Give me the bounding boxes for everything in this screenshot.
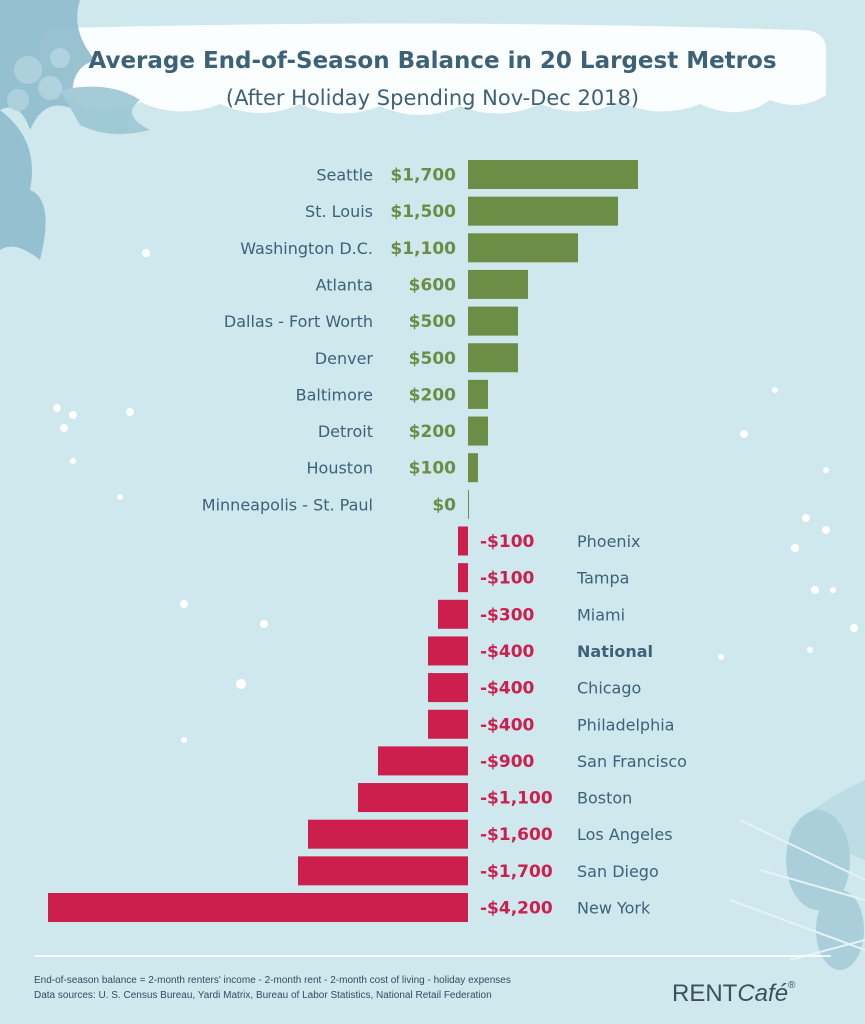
value-label-atlanta: $600 [409, 275, 456, 295]
snow-cap-shape [40, 23, 826, 116]
category-label-boston: Boston [577, 789, 632, 808]
category-label-st-louis: St. Louis [305, 202, 373, 221]
snowflakes [53, 249, 858, 743]
value-label-philadelphia: -$400 [480, 715, 535, 735]
category-label-miami: Miami [577, 605, 625, 624]
category-label-san-francisco: San Francisco [577, 752, 687, 771]
value-label-los-angeles: -$1,600 [480, 825, 553, 845]
bar-miami [438, 599, 468, 629]
bar-minneapolis-st-paul [468, 489, 469, 519]
bar-tampa [458, 563, 468, 593]
value-label-san-diego: -$1,700 [480, 862, 553, 882]
category-label-tampa: Tampa [576, 569, 629, 588]
chart-title: Average End-of-Season Balance in 20 Larg… [88, 48, 777, 74]
bar-seattle [468, 160, 638, 189]
category-label-national: National [577, 642, 653, 661]
bar-new-york [48, 893, 468, 922]
category-label-atlanta: Atlanta [316, 275, 373, 294]
bar-chicago [428, 673, 468, 703]
bar-st-louis [468, 196, 618, 226]
value-label-baltimore: $200 [409, 385, 456, 405]
holly-icon [0, 0, 150, 260]
value-label-new-york: -$4,200 [480, 899, 553, 919]
category-label-baltimore: Baltimore [296, 385, 373, 404]
category-label-new-york: New York [577, 899, 651, 918]
category-label-seattle: Seattle [316, 166, 373, 185]
bar-houston [468, 453, 478, 483]
rentcafe-logo: RENTCafé® [672, 980, 795, 1008]
bar-philadelphia [428, 709, 468, 739]
value-label-miami: -$300 [480, 605, 535, 625]
value-label-tampa: -$100 [480, 569, 535, 589]
value-label-houston: $100 [409, 459, 456, 479]
bar-washington-d-c [468, 233, 578, 263]
value-label-denver: $500 [409, 349, 456, 369]
bar-atlanta [468, 269, 528, 299]
logo-reg: ® [788, 980, 796, 991]
chart-subtitle: (After Holiday Spending Nov-Dec 2018) [225, 86, 640, 110]
value-label-phoenix: -$100 [480, 532, 535, 552]
value-label-national: -$400 [480, 642, 535, 662]
bar-san-francisco [378, 746, 468, 776]
category-label-chicago: Chicago [577, 679, 641, 698]
bar-phoenix [458, 526, 468, 556]
logo-cafe: Café [737, 980, 789, 1007]
category-label-houston: Houston [307, 459, 374, 478]
value-label-detroit: $200 [409, 422, 456, 442]
category-label-dallas-fort-worth: Dallas - Fort Worth [224, 312, 373, 331]
pinecone-icon [729, 780, 865, 970]
bar-baltimore [468, 379, 488, 409]
bar-detroit [468, 416, 488, 446]
footnote-definition: End-of-season balance = 2-month renters'… [34, 975, 511, 986]
value-label-san-francisco: -$900 [480, 752, 535, 772]
bar-san-diego [298, 856, 468, 886]
value-label-chicago: -$400 [480, 679, 535, 699]
category-label-los-angeles: Los Angeles [577, 825, 673, 844]
value-label-st-louis: $1,500 [390, 202, 456, 222]
value-label-seattle: $1,700 [390, 166, 456, 186]
logo-rent: RENT [672, 980, 738, 1007]
bar-denver [468, 343, 518, 373]
value-label-dallas-fort-worth: $500 [409, 312, 456, 332]
category-label-minneapolis-st-paul: Minneapolis - St. Paul [202, 495, 373, 514]
category-label-san-diego: San Diego [577, 862, 659, 881]
category-label-philadelphia: Philadelphia [577, 715, 674, 734]
bar-dallas-fort-worth [468, 306, 518, 336]
bar-national [428, 636, 468, 666]
category-label-denver: Denver [315, 349, 374, 368]
category-label-detroit: Detroit [318, 422, 373, 441]
bar-los-angeles [308, 819, 468, 849]
value-label-boston: -$1,100 [480, 789, 553, 809]
bar-boston [358, 783, 468, 813]
category-label-phoenix: Phoenix [577, 532, 640, 551]
footnote-sources: Data sources: U. S. Census Bureau, Yardi… [34, 990, 492, 1001]
value-label-washington-d-c: $1,100 [390, 239, 456, 259]
value-label-minneapolis-st-paul: $0 [432, 495, 456, 515]
category-label-washington-d-c: Washington D.C. [240, 239, 373, 258]
